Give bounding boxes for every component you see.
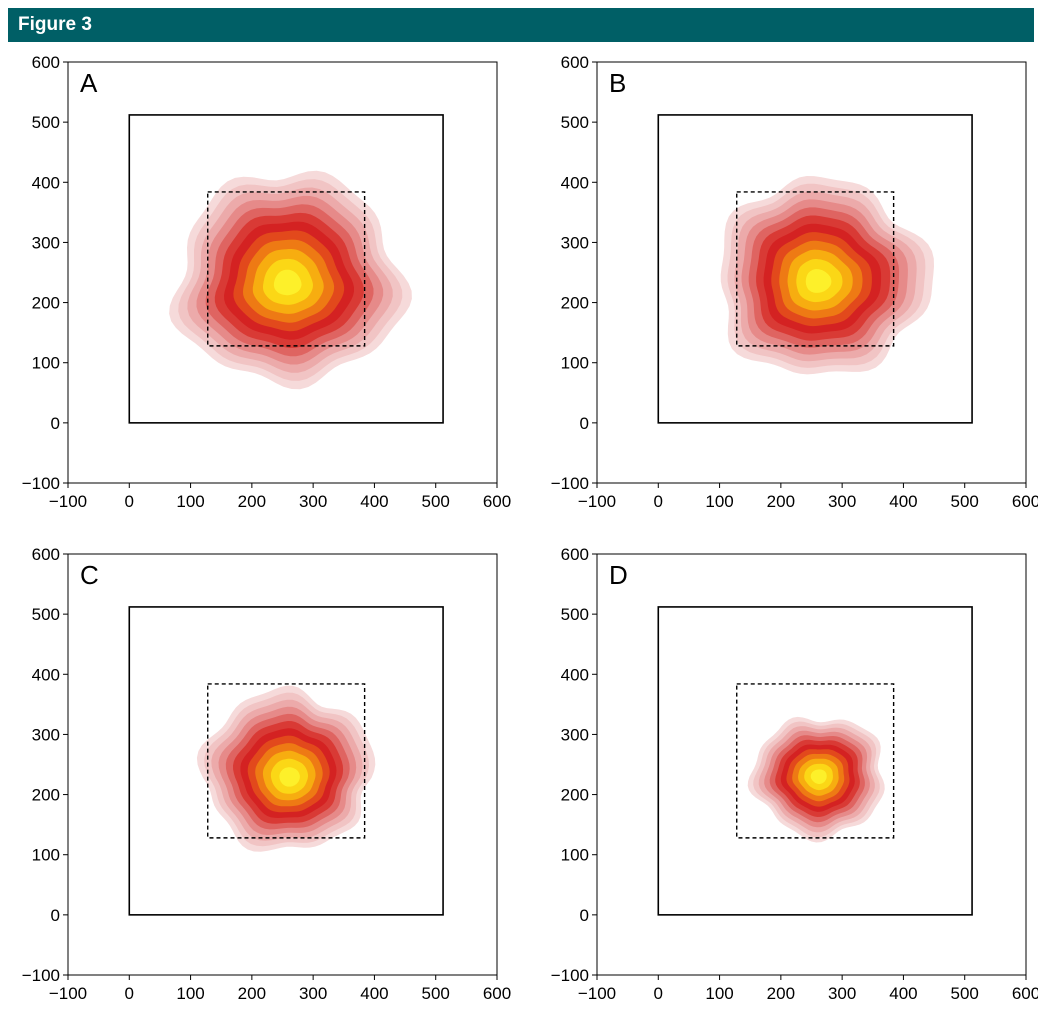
x-tick-label: 0 [125,492,134,511]
heatmap-chart: −100 0 100 200 300 400 500 600 −100 0 100 200 300 400… [22,545,511,1003]
panel-letter: B [609,68,626,98]
x-tick-label: 400 [889,984,917,1003]
y-tick-label: 0 [51,414,60,433]
panel-b: −100 0 100 200 300 400 500 600 −100 0 100 200 300 400… [529,45,1038,520]
x-tick-label: 200 [767,984,795,1003]
x-tick-label: 100 [176,984,204,1003]
dashed-square [736,191,895,347]
density-blob [196,685,376,852]
y-tick-label: 200 [32,786,60,805]
y-tick-label: 0 [51,906,60,925]
x-tick-label: 400 [360,984,388,1003]
y-tick-label: 100 [32,354,60,373]
y-tick-label: 600 [32,53,60,72]
y-tick-label: 300 [561,233,589,252]
y-tick-label: 0 [580,414,589,433]
x-tick-label: −100 [49,984,87,1003]
x-tick-label: 400 [360,492,388,511]
dashed-square [207,683,366,839]
y-tick-label: 300 [561,725,589,744]
figure-header: Figure 3 [8,8,1034,42]
y-tick-label: 600 [32,545,60,564]
x-tick-label: 0 [654,984,663,1003]
panel-a: −100 0 100 200 300 400 500 600 −100 0 100 200 300 400… [0,45,511,520]
plot-frame [67,553,498,976]
panel-letter: C [80,560,99,590]
y-tick-label: 100 [561,354,589,373]
x-tick-label: 100 [705,984,733,1003]
x-tick-label: 100 [176,492,204,511]
x-tick-label: 500 [422,492,450,511]
plot-frame [596,553,1027,976]
y-tick-label: −100 [22,474,60,493]
x-tick-label: 300 [299,492,327,511]
y-tick-label: 300 [32,725,60,744]
figure-title: Figure 3 [18,14,92,35]
dashed-square [207,191,366,347]
x-tick-label: −100 [578,492,616,511]
y-tick-label: 200 [561,294,589,313]
x-tick-label: 400 [889,492,917,511]
y-tick-label: 0 [580,906,589,925]
density-blob [169,170,412,390]
x-tick-label: 500 [951,984,979,1003]
dashed-square [736,683,895,839]
panel-letter: A [80,68,98,98]
x-tick-label: 200 [767,492,795,511]
x-tick-label: 200 [238,492,266,511]
y-tick-label: 500 [32,113,60,132]
density-level-12 [273,269,302,296]
y-tick-label: 400 [32,173,60,192]
y-tick-label: 500 [561,605,589,624]
y-tick-label: 400 [32,665,60,684]
y-tick-label: −100 [22,966,60,985]
x-tick-label: 300 [828,492,856,511]
heatmap-chart: −100 0 100 200 300 400 500 600 −100 0 100 200 300 400… [551,545,1038,1003]
y-tick-label: 600 [561,545,589,564]
y-tick-label: 300 [32,233,60,252]
y-tick-label: 200 [561,786,589,805]
y-tick-label: 500 [32,605,60,624]
x-tick-label: 100 [705,492,733,511]
outer-square [657,606,973,916]
y-tick-label: 100 [32,846,60,865]
x-tick-label: 600 [483,984,511,1003]
y-tick-label: 500 [561,113,589,132]
density-level-12 [805,269,832,293]
outer-square [128,606,444,916]
plot-frame [596,61,1027,484]
density-blob [720,176,934,375]
x-tick-label: 300 [299,984,327,1003]
plot-frame [67,61,498,484]
density-level-12 [810,769,827,784]
heatmap-chart: −100 0 100 200 300 400 500 600 −100 0 100 200 300 400… [22,53,511,511]
outer-square [657,114,973,424]
y-tick-label: −100 [551,474,589,493]
x-tick-label: −100 [49,492,87,511]
density-level-12 [279,767,300,787]
y-tick-label: 600 [561,53,589,72]
panel-c: −100 0 100 200 300 400 500 600 −100 0 100 200 300 400… [0,537,511,1012]
x-tick-label: 500 [951,492,979,511]
outer-square [128,114,444,424]
x-tick-label: 600 [483,492,511,511]
x-tick-label: 0 [125,984,134,1003]
y-tick-label: 400 [561,173,589,192]
x-tick-label: 300 [828,984,856,1003]
y-tick-label: 400 [561,665,589,684]
x-tick-label: 200 [238,984,266,1003]
x-tick-label: −100 [578,984,616,1003]
x-tick-label: 600 [1012,984,1038,1003]
density-blob [747,716,885,843]
x-tick-label: 500 [422,984,450,1003]
y-tick-label: 100 [561,846,589,865]
panel-d: −100 0 100 200 300 400 500 600 −100 0 100 200 300 400… [529,537,1038,1012]
y-tick-label: 200 [32,294,60,313]
y-tick-label: −100 [551,966,589,985]
x-tick-label: 0 [654,492,663,511]
heatmap-chart: −100 0 100 200 300 400 500 600 −100 0 100 200 300 400… [551,53,1038,511]
panel-letter: D [609,560,628,590]
x-tick-label: 600 [1012,492,1038,511]
